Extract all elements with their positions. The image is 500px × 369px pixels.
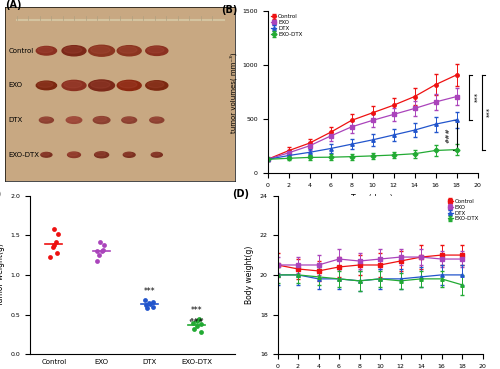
Ellipse shape [91, 46, 110, 54]
Text: EXO-DTX: EXO-DTX [8, 152, 40, 158]
Point [49, 244, 57, 250]
Point [194, 323, 202, 329]
Ellipse shape [67, 117, 78, 121]
Ellipse shape [40, 117, 54, 123]
Ellipse shape [64, 81, 82, 88]
Text: (D): (D) [232, 189, 250, 199]
Point [52, 239, 60, 245]
Point [50, 242, 58, 248]
Ellipse shape [146, 81, 168, 90]
Text: Control: Control [8, 48, 34, 54]
Ellipse shape [119, 46, 137, 53]
Ellipse shape [152, 152, 162, 157]
Point [149, 304, 157, 310]
Ellipse shape [94, 117, 106, 121]
Ellipse shape [41, 152, 52, 157]
Ellipse shape [38, 82, 53, 87]
Point [143, 305, 151, 311]
Ellipse shape [41, 152, 50, 155]
Point [100, 242, 108, 248]
Text: ***: *** [474, 92, 480, 103]
Ellipse shape [40, 117, 50, 121]
Text: ***: *** [487, 107, 493, 117]
Ellipse shape [62, 46, 86, 56]
Ellipse shape [150, 117, 161, 121]
Point [140, 297, 148, 303]
Ellipse shape [122, 117, 134, 121]
Y-axis label: tumor volumes( mm⁻³): tumor volumes( mm⁻³) [229, 52, 236, 132]
Ellipse shape [88, 80, 115, 91]
Ellipse shape [119, 81, 137, 88]
Ellipse shape [117, 80, 141, 90]
Ellipse shape [64, 46, 82, 53]
Point [190, 320, 198, 325]
Point [52, 250, 60, 256]
Point [94, 248, 102, 254]
Ellipse shape [36, 46, 56, 55]
Legend: Control, EXO, DTX, EXO-DTX: Control, EXO, DTX, EXO-DTX [446, 197, 482, 224]
Ellipse shape [91, 81, 110, 88]
Ellipse shape [88, 45, 115, 56]
Point [195, 315, 203, 321]
Ellipse shape [148, 82, 164, 88]
Point [197, 329, 205, 335]
Ellipse shape [66, 117, 82, 123]
Point [50, 226, 58, 232]
Ellipse shape [124, 152, 132, 156]
Point [190, 326, 198, 332]
Ellipse shape [117, 46, 141, 56]
Text: (A): (A) [5, 0, 21, 10]
Text: ***: *** [191, 306, 202, 314]
Ellipse shape [94, 152, 108, 158]
X-axis label: Time(days): Time(days) [351, 194, 394, 203]
Ellipse shape [148, 47, 164, 53]
Point [197, 321, 205, 327]
Point [142, 302, 150, 308]
Text: (C): (C) [0, 189, 1, 199]
Point [96, 252, 104, 258]
Ellipse shape [62, 80, 86, 90]
Ellipse shape [95, 152, 106, 156]
Point [146, 301, 154, 307]
Ellipse shape [124, 152, 135, 157]
Ellipse shape [68, 152, 78, 156]
Text: (B): (B) [222, 4, 238, 15]
Text: ###: ### [189, 318, 204, 323]
Ellipse shape [150, 117, 164, 123]
Point [46, 255, 54, 261]
Point [96, 239, 104, 245]
Point [99, 246, 107, 252]
Point [98, 248, 106, 254]
Text: ***: *** [144, 287, 155, 296]
Ellipse shape [94, 117, 110, 124]
Point [54, 231, 62, 237]
Point [193, 318, 201, 324]
Point [144, 300, 152, 306]
Ellipse shape [36, 81, 56, 90]
Ellipse shape [122, 117, 136, 123]
Point [150, 299, 158, 305]
Text: ###: ### [446, 127, 451, 142]
Text: DTX: DTX [8, 117, 22, 123]
Ellipse shape [146, 46, 168, 55]
Y-axis label: Body weight(g): Body weight(g) [245, 246, 254, 304]
Y-axis label: Tumor weight(g): Tumor weight(g) [0, 244, 5, 306]
Ellipse shape [68, 152, 80, 158]
Point [94, 258, 102, 263]
Legend: Control, EXO, DTX, EXO-DTX: Control, EXO, DTX, EXO-DTX [268, 12, 304, 39]
Text: EXO: EXO [8, 82, 22, 89]
Ellipse shape [152, 152, 160, 155]
Ellipse shape [38, 47, 53, 53]
